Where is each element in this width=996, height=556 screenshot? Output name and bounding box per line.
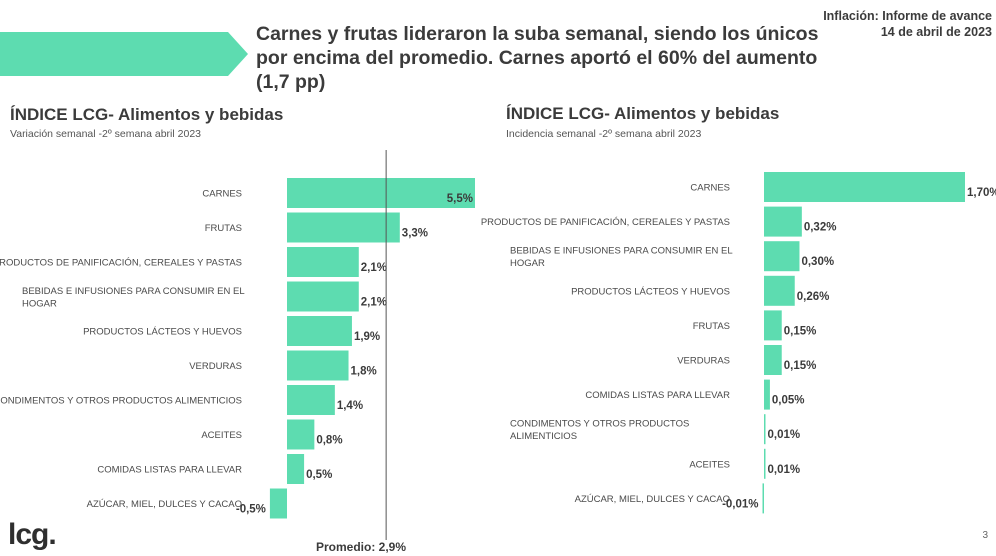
left-category-label: VERDURAS xyxy=(189,361,242,372)
left-bar xyxy=(287,178,475,208)
right-category-label: COMIDAS LISTAS PARA LLEVAR xyxy=(585,390,730,401)
left-category-label: COMIDAS LISTAS PARA LLEVAR xyxy=(97,465,242,476)
left-category-label: AZÚCAR, MIEL, DULCES Y CACAO xyxy=(87,499,242,510)
right-bar xyxy=(764,310,782,341)
report-title: Inflación: Informe de avance xyxy=(823,9,992,23)
right-category-label: PRODUCTOS LÁCTEOS Y HUEVOS xyxy=(571,286,730,297)
right-value-label: 0,15% xyxy=(784,360,817,372)
right-bar xyxy=(764,241,800,272)
left-chart-subtitle: Variación semanal -2º semana abril 2023 xyxy=(10,128,201,140)
right-value-label: 0,01% xyxy=(768,464,801,476)
right-category-label: CONDIMENTOS Y OTROS PRODUCTOS xyxy=(510,419,689,430)
left-category-label: CARNES xyxy=(202,189,242,200)
left-value-label: 1,8% xyxy=(351,366,377,378)
right-bar xyxy=(762,483,764,514)
right-bar xyxy=(764,414,766,445)
right-value-label: 1,70% xyxy=(967,187,996,199)
right-bar xyxy=(764,345,782,375)
left-value-label: 0,8% xyxy=(316,435,342,447)
right-chart-title: ÍNDICE LCG- Alimentos y bebidas xyxy=(506,104,780,123)
left-bar xyxy=(269,488,287,519)
left-bar xyxy=(287,247,359,277)
left-value-label: 2,1% xyxy=(361,297,387,309)
right-bar xyxy=(764,172,965,202)
left-chart-title: ÍNDICE LCG- Alimentos y bebidas xyxy=(10,105,284,124)
right-value-label: -0,01% xyxy=(722,498,758,510)
lcg-logo: lcg. xyxy=(8,518,57,551)
left-category-label: FRUTAS xyxy=(205,223,242,234)
left-bar xyxy=(287,454,305,484)
right-bar xyxy=(764,206,802,237)
right-value-label: 0,32% xyxy=(804,222,837,234)
right-bar xyxy=(764,275,795,306)
average-label: Promedio: 2,9% xyxy=(316,540,407,554)
left-value-label: 1,9% xyxy=(354,331,380,343)
left-bar xyxy=(287,316,352,346)
report-date: 14 de abril de 2023 xyxy=(880,25,992,39)
left-value-label: 3,3% xyxy=(402,228,428,240)
banner-shape xyxy=(0,32,248,76)
left-value-label: 2,1% xyxy=(361,262,387,274)
left-category-label: ACEITES xyxy=(201,430,242,441)
left-category-label: BEBIDAS E INFUSIONES PARA CONSUMIR EN EL xyxy=(22,286,245,297)
left-bar xyxy=(287,212,400,243)
left-value-label: 5,5% xyxy=(447,193,473,205)
left-bar xyxy=(287,350,349,381)
right-category-label: HOGAR xyxy=(510,258,545,269)
left-value-label: -0,5% xyxy=(236,504,266,516)
right-category-label: AZÚCAR, MIEL, DULCES Y CACAO xyxy=(575,494,730,505)
left-value-label: 1,4% xyxy=(337,400,363,412)
left-category-label: PRODUCTOS DE PANIFICACIÓN, CEREALES Y PA… xyxy=(0,258,242,269)
left-bar xyxy=(287,281,359,312)
headline: Carnes y frutas lideraron la suba semana… xyxy=(256,23,819,93)
left-bar xyxy=(287,385,335,415)
right-value-label: 0,26% xyxy=(797,291,830,303)
right-value-label: 0,30% xyxy=(801,256,834,268)
right-bar xyxy=(764,379,770,410)
right-bar xyxy=(764,448,766,479)
left-value-label: 0,5% xyxy=(306,469,332,481)
right-category-label: VERDURAS xyxy=(677,356,730,367)
report-info: Inflación: Informe de avance 14 de abril… xyxy=(823,8,992,40)
right-category-label: FRUTAS xyxy=(693,321,730,332)
right-chart-subtitle: Incidencia semanal -2º semana abril 2023 xyxy=(506,128,702,140)
right-category-label: BEBIDAS E INFUSIONES PARA CONSUMIR EN EL xyxy=(510,246,733,257)
left-category-label: CONDIMENTOS Y OTROS PRODUCTOS ALIMENTICI… xyxy=(0,396,242,407)
right-category-label: ACEITES xyxy=(689,459,730,470)
right-value-label: 0,15% xyxy=(784,325,817,337)
right-category-label: PRODUCTOS DE PANIFICACIÓN, CEREALES Y PA… xyxy=(481,217,730,228)
left-bar xyxy=(287,419,315,450)
arrow-banner xyxy=(0,32,248,76)
left-category-label: HOGAR xyxy=(22,299,57,310)
right-value-label: 0,01% xyxy=(768,429,801,441)
right-category-label: CARNES xyxy=(690,183,730,194)
right-value-label: 0,05% xyxy=(772,395,805,407)
right-category-label: ALIMENTICIOS xyxy=(510,431,577,442)
page-number: 3 xyxy=(982,530,988,541)
left-category-label: PRODUCTOS LÁCTEOS Y HUEVOS xyxy=(83,327,242,338)
